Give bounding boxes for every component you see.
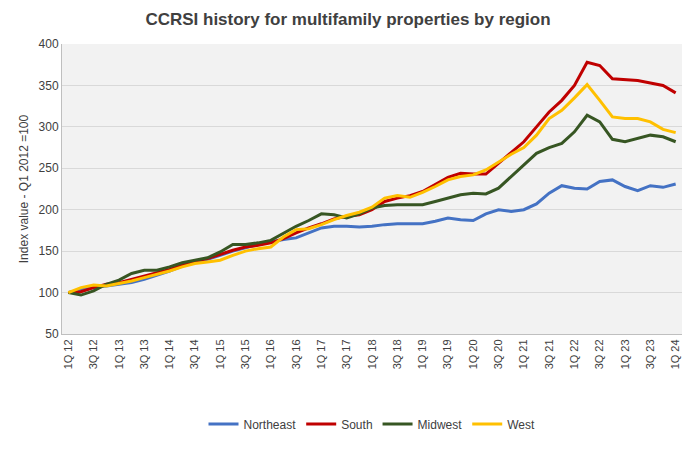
svg-text:3Q 15: 3Q 15 [239,339,251,369]
svg-text:1Q 17: 1Q 17 [315,339,327,369]
svg-text:1Q 14: 1Q 14 [163,339,175,369]
svg-text:3Q 13: 3Q 13 [138,339,150,369]
svg-text:1Q 20: 1Q 20 [467,339,479,369]
svg-text:Midwest: Midwest [418,418,463,432]
svg-text:3Q 12: 3Q 12 [87,339,99,369]
svg-text:150: 150 [39,244,59,258]
svg-text:1Q 24: 1Q 24 [669,339,681,369]
svg-text:100: 100 [39,286,59,300]
svg-text:3Q 18: 3Q 18 [391,339,403,369]
svg-text:200: 200 [39,203,59,217]
svg-text:1Q 13: 1Q 13 [113,339,125,369]
svg-text:South: South [341,418,372,432]
svg-text:Northeast: Northeast [244,418,297,432]
svg-text:3Q 17: 3Q 17 [340,339,352,369]
svg-text:1Q 18: 1Q 18 [366,339,378,369]
svg-text:1Q 15: 1Q 15 [214,339,226,369]
svg-text:1Q 12: 1Q 12 [62,339,74,369]
svg-text:1Q 19: 1Q 19 [416,339,428,369]
svg-text:3Q 19: 3Q 19 [441,339,453,369]
svg-text:3Q 20: 3Q 20 [492,339,504,369]
svg-text:300: 300 [39,120,59,134]
svg-text:350: 350 [39,79,59,93]
svg-text:3Q 16: 3Q 16 [290,339,302,369]
svg-text:1Q 22: 1Q 22 [568,339,580,369]
svg-text:3Q 21: 3Q 21 [543,339,555,369]
svg-text:CCRSI history for multifamily: CCRSI history for multifamily properties… [145,10,550,29]
svg-text:West: West [507,418,535,432]
svg-text:400: 400 [39,37,59,51]
svg-text:1Q 23: 1Q 23 [619,339,631,369]
svg-text:250: 250 [39,161,59,175]
svg-text:3Q 22: 3Q 22 [593,339,605,369]
svg-text:3Q 23: 3Q 23 [644,339,656,369]
svg-text:50: 50 [45,327,59,341]
svg-text:Index value - Q1 2012 =100: Index value - Q1 2012 =100 [17,114,31,263]
svg-text:1Q 21: 1Q 21 [517,339,529,369]
svg-text:3Q 14: 3Q 14 [188,339,200,369]
svg-text:1Q 16: 1Q 16 [264,339,276,369]
